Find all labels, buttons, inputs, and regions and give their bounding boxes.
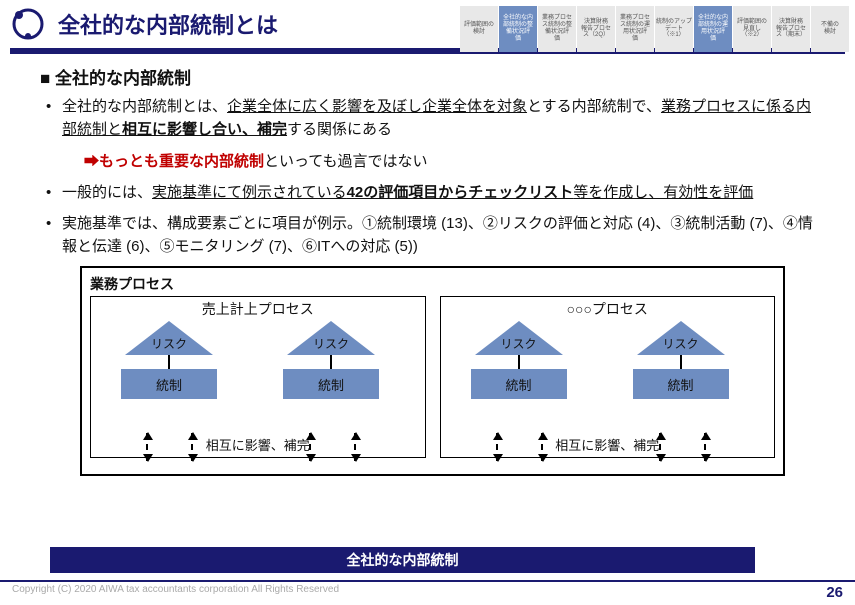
risk-control-pair: リスク 統制 <box>109 321 229 399</box>
page-number: 26 <box>826 584 843 601</box>
company-logo-icon <box>10 6 46 42</box>
control-box: 統制 <box>471 369 567 399</box>
page-title: 全社的な内部統制とは <box>58 8 278 40</box>
bullet-2: 一般的には、実施基準にて例示されている42の評価項目からチェックリスト等を作成し… <box>40 181 815 204</box>
control-box: 統制 <box>633 369 729 399</box>
copyright-text: Copyright (C) 2020 AIWA tax accountants … <box>12 584 339 601</box>
progress-tab: 評価範囲の検討 <box>460 6 498 52</box>
arrow-icon: ➡ <box>84 153 99 170</box>
progress-tab: 決算財務報告プロセス（期末） <box>772 6 810 52</box>
risk-triangle-icon: リスク <box>287 321 375 355</box>
risk-control-pair: リスク 統制 <box>621 321 741 399</box>
process-2-title: ○○○プロセス <box>441 299 775 319</box>
progress-tab: 決算財務報告プロセス（2Q） <box>577 6 615 52</box>
progress-tab: 全社的な内部統制の運用状況評価 <box>694 6 732 52</box>
risk-triangle-icon: リスク <box>637 321 725 355</box>
progress-tabs: 評価範囲の検討全社的な内部統制の整備状況評価業務プロセス統制の整備状況評価決算財… <box>460 6 849 52</box>
arrow-line: ➡もっとも重要な内部統制といっても過言ではない <box>62 150 815 171</box>
risk-control-pair: リスク 統制 <box>271 321 391 399</box>
diagram-outer-label: 業務プロセス <box>90 274 775 294</box>
process-caption: 相互に影響、補完 <box>441 435 775 454</box>
risk-control-pair: リスク 統制 <box>459 321 579 399</box>
process-diagram: 業務プロセス 売上計上プロセス リスク 統制 リスク 統制 <box>80 266 785 476</box>
control-box: 統制 <box>283 369 379 399</box>
progress-tab: 不備の検討 <box>811 6 849 52</box>
connector-line <box>330 355 332 369</box>
risk-triangle-icon: リスク <box>475 321 563 355</box>
control-box: 統制 <box>121 369 217 399</box>
connector-line <box>680 355 682 369</box>
section-title: ■ 全社的な内部統制 <box>40 64 815 89</box>
process-caption: 相互に影響、補完 <box>91 435 425 454</box>
progress-tab: 業務プロセス統制の整備状況評価 <box>538 6 576 52</box>
process-box-1: 売上計上プロセス リスク 統制 リスク 統制 相互に影響、補完 <box>90 296 426 458</box>
progress-tab: 統制のアップデート（※1） <box>655 6 693 52</box>
bullet-list-2: 一般的には、実施基準にて例示されている42の評価項目からチェックリスト等を作成し… <box>40 181 815 259</box>
footer: Copyright (C) 2020 AIWA tax accountants … <box>0 580 855 601</box>
content-area: ■ 全社的な内部統制 全社的な内部統制とは、企業全体に広く影響を及ぼし企業全体を… <box>0 54 855 476</box>
risk-triangle-icon: リスク <box>125 321 213 355</box>
bullet-3: 実施基準では、構成要素ごとに項目が例示。①統制環境 (13)、②リスクの評価と対… <box>40 212 815 259</box>
progress-tab: 業務プロセス統制の運用状況評価 <box>616 6 654 52</box>
process-box-2: ○○○プロセス リスク 統制 リスク 統制 相互に影響、補完 <box>440 296 776 458</box>
bottom-band: 全社的な内部統制 <box>50 547 755 573</box>
connector-line <box>168 355 170 369</box>
bullet-list: 全社的な内部統制とは、企業全体に広く影響を及ぼし企業全体を対象とする内部統制で、… <box>40 95 815 142</box>
progress-tab: 評価範囲の見直し（※2） <box>733 6 771 52</box>
progress-tab: 全社的な内部統制の整備状況評価 <box>499 6 537 52</box>
connector-line <box>518 355 520 369</box>
bullet-1: 全社的な内部統制とは、企業全体に広く影響を及ぼし企業全体を対象とする内部統制で、… <box>40 95 815 142</box>
process-1-title: 売上計上プロセス <box>91 299 425 319</box>
